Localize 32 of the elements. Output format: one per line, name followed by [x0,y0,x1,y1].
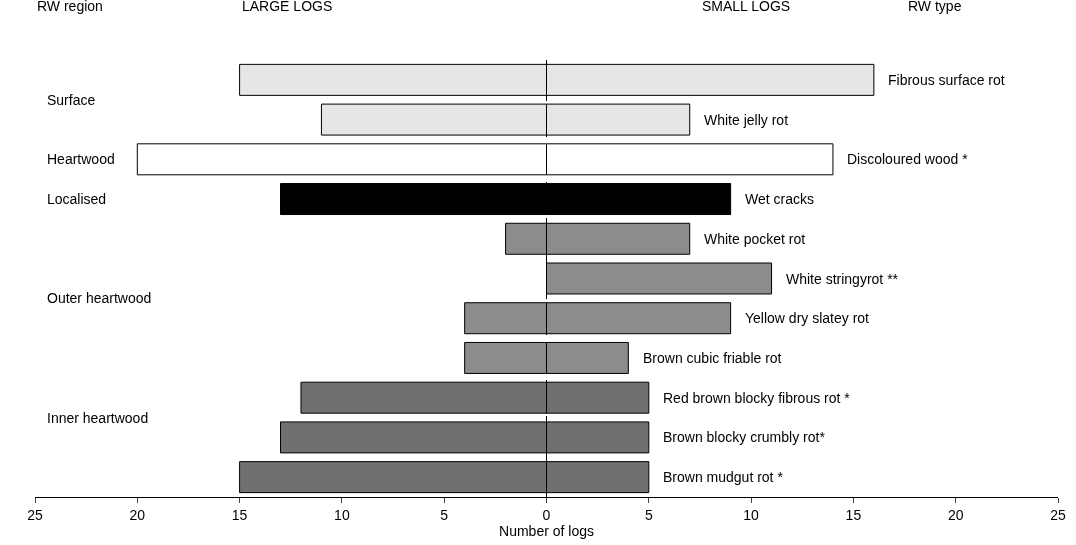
y-tick-label: White stringyrot ** [786,271,899,287]
y-tick-label: Wet cracks [745,191,814,207]
x-axis-title: Number of logs [499,522,594,539]
y-tick-label: White jelly rot [704,112,789,128]
y-tick-label: Brown cubic friable rot [643,350,782,366]
x-tick-label: 25 [27,506,43,523]
x-tick-label: 15 [231,506,248,523]
y-tick-label: Discoloured wood * [847,151,969,167]
x-tick-label: 20 [129,506,146,523]
x-tick-label: 5 [644,506,653,523]
annotation: Heartwood [47,151,115,167]
y-tick-label: Yellow dry slatey rot [745,310,870,326]
x-tick-label: 5 [440,506,449,523]
text: RW region [37,0,103,14]
y-tick-label: White pocket rot [704,231,806,247]
x-tick-label: 15 [845,506,862,523]
y-tick-label: Red brown blocky fibrous rot * [663,390,851,406]
y-tick-label: Brown mudgut rot * [663,469,784,485]
text: RW type [908,0,962,14]
y-tick-label: Fibrous surface rot [888,72,1005,88]
annotation: Outer heartwood [47,290,152,306]
x-tick-label: 10 [743,506,760,523]
annotation: Localised [47,191,107,207]
x-tick-label: 0 [542,506,551,523]
x-tick-label: 10 [334,506,350,523]
text: SMALL LOGS [702,0,791,14]
annotation: Surface [47,92,96,108]
text: LARGE LOGS [242,0,333,14]
x-tick-label: 25 [1050,506,1066,523]
y-tick-label: Brown blocky crumbly rot* [663,429,826,445]
x-tick-label: 20 [947,506,964,523]
annotation: Inner heartwood [47,410,149,426]
